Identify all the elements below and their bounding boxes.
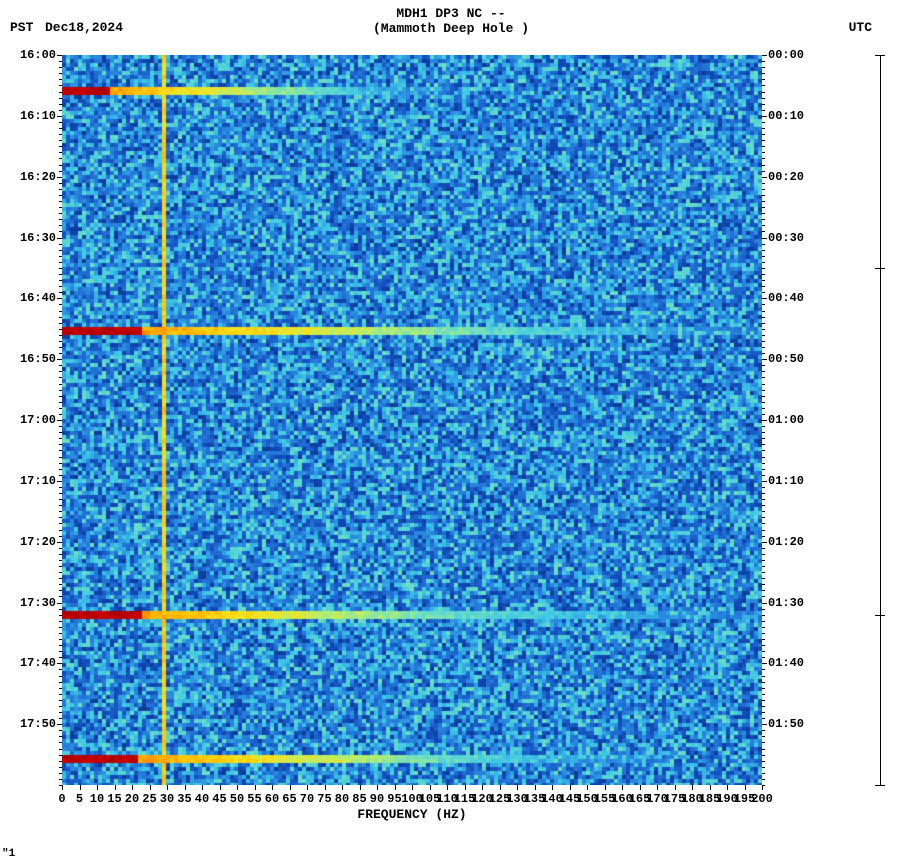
x-tick-label: 65 (282, 792, 296, 806)
footer-mark: "1 (2, 848, 15, 860)
y-right-tick-label: 00:50 (768, 352, 804, 366)
y-left-tick-label: 16:30 (20, 231, 56, 245)
y-left-tick-label: 16:00 (20, 48, 56, 62)
y-right-tick-label: 00:10 (768, 109, 804, 123)
x-tick-label: 0 (58, 792, 65, 806)
y-left-tick-label: 17:30 (20, 596, 56, 610)
y-right-tick-label: 01:40 (768, 656, 804, 670)
y-right-tick-label: 01:50 (768, 717, 804, 731)
x-tick-label: 95 (387, 792, 401, 806)
x-tick-label: 15 (107, 792, 121, 806)
x-tick-label: 10 (90, 792, 104, 806)
x-tick-label: 60 (265, 792, 279, 806)
x-tick-label: 75 (317, 792, 331, 806)
x-tick-label: 85 (352, 792, 366, 806)
chart-header: MDH1 DP3 NC -- (Mammoth Deep Hole ) (0, 6, 902, 36)
x-tick-label: 55 (247, 792, 261, 806)
y-left-tick-label: 16:40 (20, 291, 56, 305)
x-tick-label: 45 (212, 792, 226, 806)
date-label: Dec18,2024 (45, 20, 123, 35)
x-axis-label: FREQUENCY (HZ) (62, 807, 762, 822)
x-axis-frequency: FREQUENCY (HZ) 0510152025303540455055606… (62, 785, 762, 835)
spectrogram-canvas (62, 55, 762, 785)
title-line-2: (Mammoth Deep Hole ) (0, 21, 902, 36)
x-tick-label: 70 (300, 792, 314, 806)
y-left-tick-label: 16:20 (20, 170, 56, 184)
x-tick-label: 50 (230, 792, 244, 806)
y-right-tick-label: 01:30 (768, 596, 804, 610)
x-tick-label: 30 (160, 792, 174, 806)
y-left-tick-label: 17:40 (20, 656, 56, 670)
y-left-tick-label: 17:50 (20, 717, 56, 731)
x-tick-label: 25 (142, 792, 156, 806)
x-tick-label: 5 (76, 792, 83, 806)
x-tick-label: 200 (751, 792, 773, 806)
y-right-tick-label: 01:00 (768, 413, 804, 427)
y-right-tick-label: 00:40 (768, 291, 804, 305)
y-right-tick-label: 00:20 (768, 170, 804, 184)
x-tick-label: 20 (125, 792, 139, 806)
y-right-tick-label: 00:00 (768, 48, 804, 62)
y-axis-left-pst: 16:0016:1016:2016:3016:4016:5017:0017:10… (0, 55, 62, 785)
y-left-tick-label: 17:00 (20, 413, 56, 427)
y-axis-right-utc: 00:0000:1000:2000:3000:4000:5001:0001:10… (762, 55, 832, 785)
x-tick-label: 90 (370, 792, 384, 806)
y-right-tick-label: 00:30 (768, 231, 804, 245)
timezone-left: PST (10, 20, 33, 35)
x-tick-label: 40 (195, 792, 209, 806)
y-right-tick-label: 01:10 (768, 474, 804, 488)
y-left-tick-label: 16:50 (20, 352, 56, 366)
title-line-1: MDH1 DP3 NC -- (0, 6, 902, 21)
x-tick-label: 80 (335, 792, 349, 806)
spectrogram-plot (62, 55, 762, 785)
y-right-tick-label: 01:20 (768, 535, 804, 549)
y-left-tick-label: 17:20 (20, 535, 56, 549)
y-left-tick-label: 17:10 (20, 474, 56, 488)
timezone-right: UTC (849, 20, 872, 35)
x-tick-label: 35 (177, 792, 191, 806)
scale-ruler (870, 55, 890, 785)
y-left-tick-label: 16:10 (20, 109, 56, 123)
